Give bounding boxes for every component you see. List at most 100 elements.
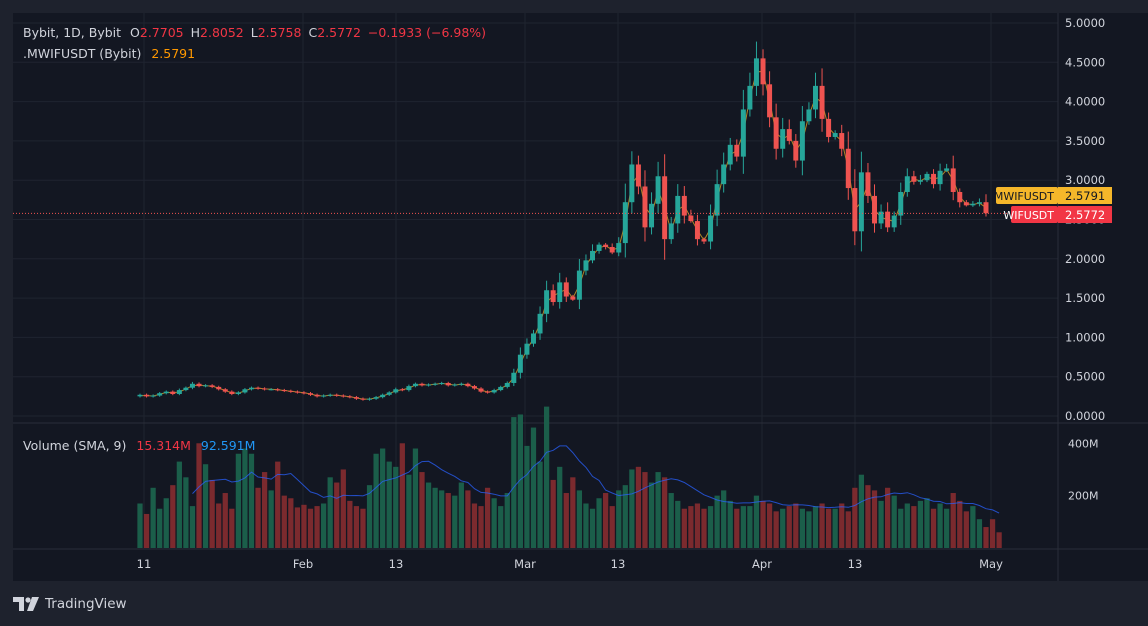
candle-body <box>898 191 904 216</box>
candle <box>478 387 484 393</box>
candle <box>675 184 681 233</box>
candle-body <box>386 392 392 395</box>
candle <box>491 388 497 394</box>
candle <box>931 169 937 189</box>
candle <box>498 385 504 392</box>
volume-legend[interactable]: Volume (SMA, 9) 15.314M 92.591M <box>23 438 255 453</box>
time-tick-label: 13 <box>611 557 626 571</box>
candle-body <box>839 133 845 149</box>
candle <box>708 204 714 250</box>
close-label: C <box>308 25 318 40</box>
volume-bar <box>248 453 255 548</box>
candle <box>262 387 268 391</box>
candle-body <box>439 382 445 384</box>
candle-body <box>950 168 956 192</box>
candle-body <box>183 387 189 391</box>
volume-bar <box>576 490 583 548</box>
time-tick-label: 13 <box>848 557 863 571</box>
volume-bar <box>917 500 924 548</box>
candle-body <box>485 391 491 393</box>
tradingview-logo[interactable]: TradingView <box>13 596 127 612</box>
volume-bar <box>766 503 773 548</box>
ohlc-legend: Bybit, 1D, Bybit O2.7705 H2.8052 L2.5758… <box>23 25 486 40</box>
price-tag-name: WIFUSDT <box>1003 209 1054 222</box>
overlay-legend[interactable]: .MWIFUSDT (Bybit) 2.5791 <box>23 46 195 61</box>
candle <box>281 388 287 393</box>
candle-body <box>511 372 517 383</box>
volume-bar <box>681 508 687 548</box>
candle <box>235 391 241 396</box>
volume-bar <box>393 466 399 548</box>
candle-body <box>537 313 543 334</box>
candle <box>937 163 943 191</box>
volume-bar <box>143 513 150 548</box>
candle <box>189 381 195 390</box>
candle-body <box>544 290 550 314</box>
volume-bar <box>734 508 740 548</box>
volume-bar <box>458 482 464 548</box>
candle-body <box>144 394 150 397</box>
chart-panel[interactable]: 5.00004.50004.00003.50003.00002.50002.00… <box>13 13 1148 581</box>
candle-body <box>793 140 799 161</box>
candle <box>596 242 602 254</box>
low-label: L <box>250 25 258 40</box>
candle-body <box>976 202 982 204</box>
candle <box>294 390 300 394</box>
candle-body <box>235 392 241 394</box>
candle <box>662 154 668 260</box>
candle <box>688 209 694 223</box>
candle <box>649 192 655 235</box>
candle <box>301 391 307 395</box>
candle <box>753 41 759 96</box>
candle <box>544 280 550 323</box>
candle-body <box>885 211 891 228</box>
candle-body <box>799 121 805 161</box>
volume-bar <box>419 472 425 548</box>
candle <box>727 137 733 171</box>
volume-bar <box>950 493 956 548</box>
candle-body <box>681 195 687 216</box>
volume-bar <box>530 427 537 548</box>
candle-body <box>399 389 405 391</box>
candle <box>963 200 969 207</box>
volume-bar <box>871 490 878 548</box>
candle <box>439 381 445 385</box>
candle-body <box>826 118 832 137</box>
candle <box>537 306 543 340</box>
candle-body <box>937 170 943 185</box>
candle-body <box>845 148 851 189</box>
volume-value: 15.314M <box>136 438 191 453</box>
candle <box>268 388 274 391</box>
candle <box>229 390 235 396</box>
candle-body <box>203 385 209 387</box>
candle <box>714 169 720 227</box>
volume-bar <box>491 498 497 548</box>
candle-body <box>163 391 169 394</box>
candle-body <box>760 58 766 85</box>
candle <box>360 397 366 401</box>
candle <box>904 168 910 197</box>
volume-bar <box>904 503 910 548</box>
candle-body <box>426 384 432 386</box>
open-label: O <box>130 25 140 40</box>
open-value: 2.7705 <box>139 25 184 40</box>
volume-bar <box>406 474 412 548</box>
candle <box>380 393 386 399</box>
candle-body <box>924 173 930 181</box>
change-value: −0.1933 (−6.98%) <box>367 25 487 40</box>
candle <box>622 183 628 258</box>
volume-bar <box>753 495 760 548</box>
candle-body <box>242 389 248 393</box>
candle-body <box>583 260 589 271</box>
volume-bar <box>209 479 215 548</box>
candle <box>570 294 576 301</box>
candlestick-chart[interactable]: 5.00004.50004.00003.50003.00002.50002.00… <box>13 13 1148 581</box>
price-tick-label: 3.5000 <box>1065 134 1105 148</box>
candle-body <box>157 393 163 396</box>
candle <box>406 384 412 392</box>
candle-body <box>504 382 510 387</box>
price-tag-wifusdt: WIFUSDT 2.5772 <box>1003 206 1112 223</box>
candle-body <box>963 202 969 206</box>
price-tag-name-bg <box>996 187 1058 204</box>
volume-bar <box>275 461 281 548</box>
